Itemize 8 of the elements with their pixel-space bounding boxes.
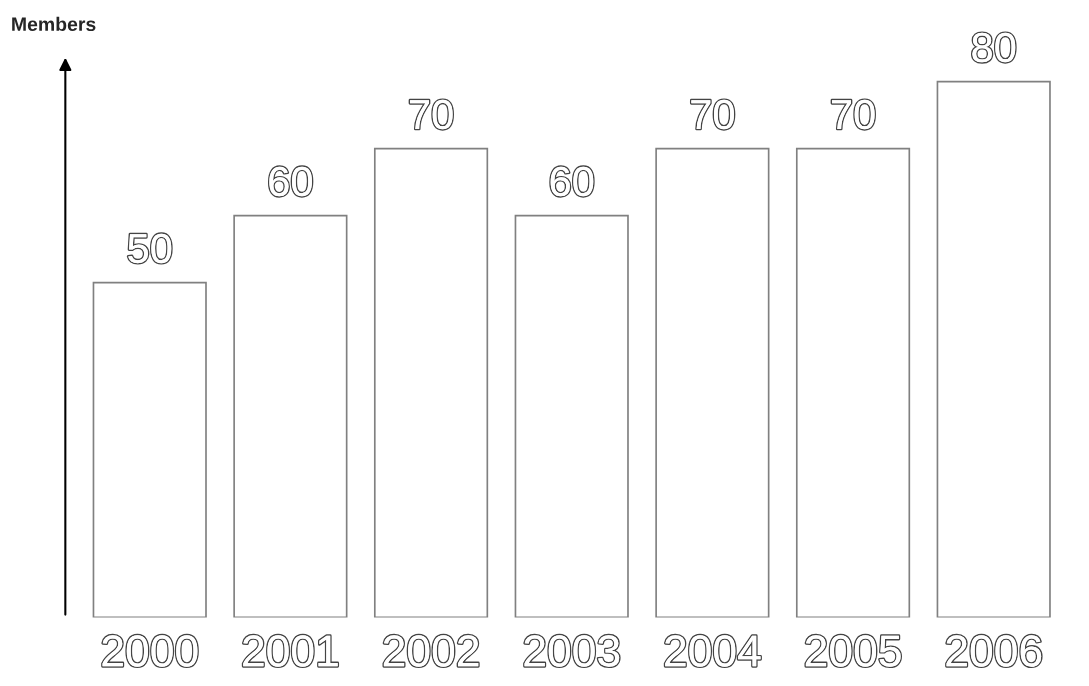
y-axis-title: Members (12, 16, 96, 32)
bar (655, 147, 770, 618)
bar (92, 281, 207, 618)
bar (514, 214, 629, 618)
bar (795, 147, 911, 618)
bar (233, 214, 348, 618)
bar (373, 147, 489, 618)
bar (936, 80, 1051, 618)
